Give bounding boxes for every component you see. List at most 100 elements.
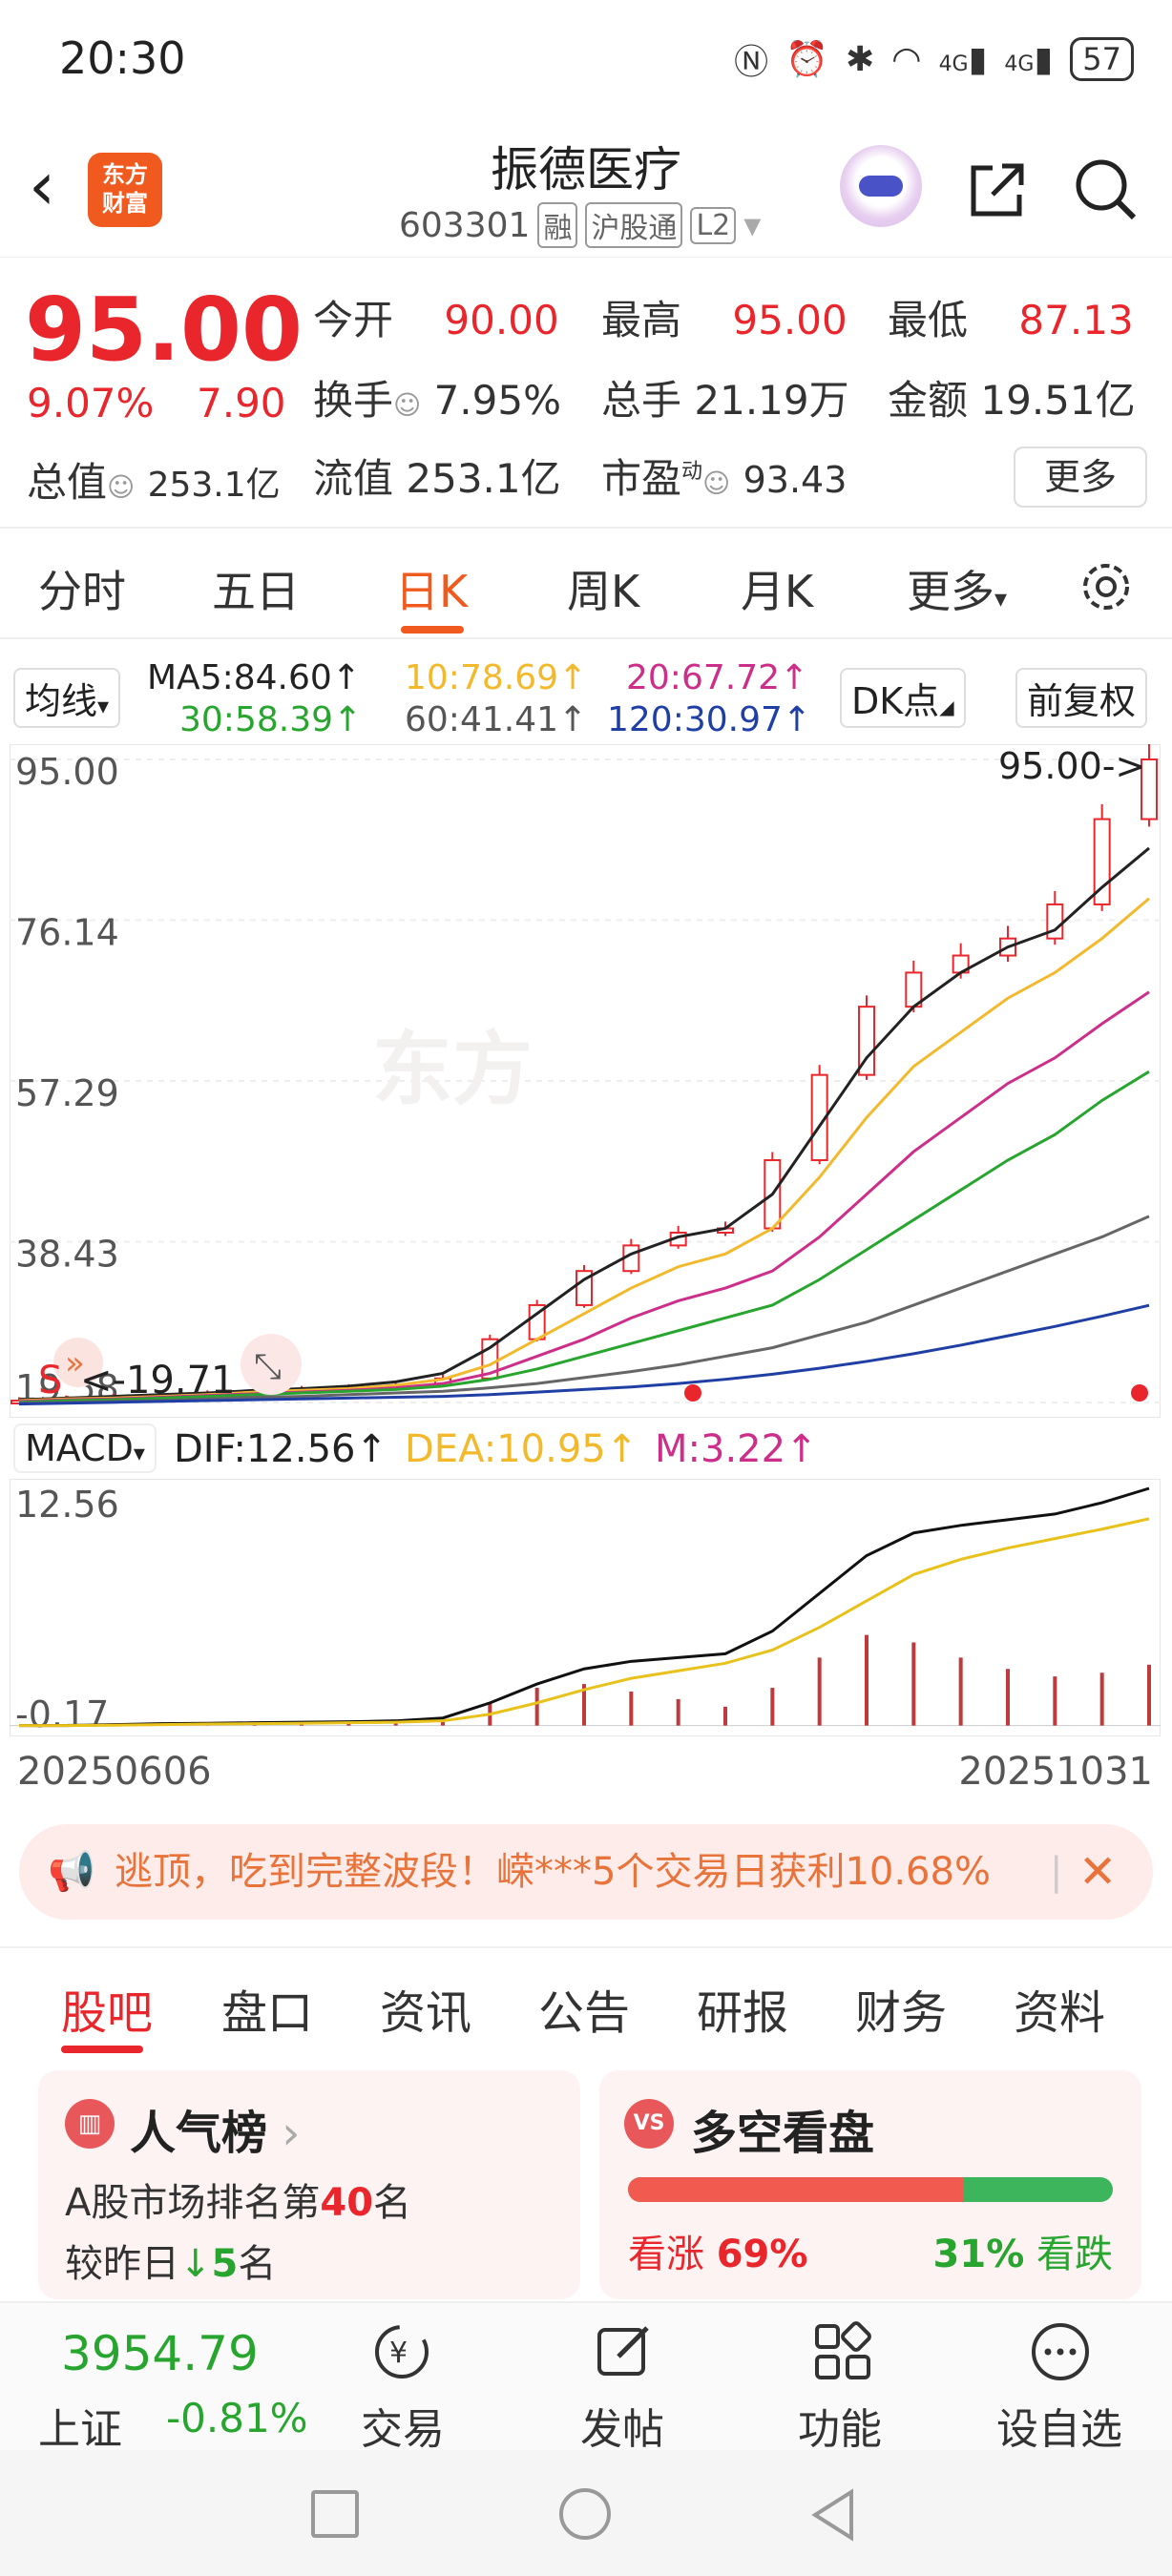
nav-functions[interactable]: 功能	[798, 2405, 882, 2454]
fullscreen-icon: ⤡	[254, 1347, 282, 1386]
nav-post[interactable]: 发帖	[580, 2405, 664, 2454]
gear-icon[interactable]	[1077, 557, 1136, 616]
banner-text: 逃顶，吃到完整波段！嵘***5个交易日获利10.68%	[115, 1850, 991, 1894]
bar-chart-icon: ▥	[65, 2099, 115, 2149]
total-value-number: 253.1亿	[147, 466, 281, 505]
tab-monthly-k[interactable]: 月K	[741, 566, 814, 617]
dif-value: DIF:12.56↑	[174, 1427, 388, 1471]
bull-pct: 69%	[716, 2233, 808, 2276]
back-icon[interactable]: ‹	[29, 147, 55, 225]
candle-body	[576, 1270, 593, 1306]
tag-level2: L2	[690, 206, 737, 244]
tab-timeshare[interactable]: 分时	[38, 566, 126, 617]
change-suffix: 名	[238, 2242, 277, 2286]
share-icon[interactable]	[964, 156, 1031, 223]
volume-value: 21.19万	[694, 377, 849, 424]
tab-more-label: 更多	[907, 566, 994, 617]
expand-icon[interactable]	[241, 1334, 302, 1395]
promo-banner[interactable]: 📢 逃顶，吃到完整波段！嵘***5个交易日获利10.68% | ✕	[19, 1824, 1153, 1920]
watermark: 东方	[372, 1023, 533, 1116]
stock-code: 603301	[399, 205, 531, 245]
pe-value: 93.43	[743, 459, 848, 501]
tab-research[interactable]: 研报	[697, 1986, 789, 2040]
macd-select[interactable]: MACD▾	[13, 1423, 157, 1473]
bottom-nav: 3954.79 上证 -0.81% ¥ 交易 发帖 功能 设自选	[0, 2301, 1172, 2454]
float-label: 流值	[313, 455, 394, 502]
low-label: 最低	[888, 297, 969, 343]
bluetooth-icon: ✱	[845, 39, 875, 79]
signal-dot	[684, 1384, 701, 1402]
index-change: -0.81%	[166, 2395, 308, 2441]
more-dots-icon[interactable]	[1027, 2318, 1094, 2385]
macd-label: MACD	[25, 1427, 134, 1469]
change-percent: 9.07%	[27, 380, 155, 426]
tab-weekly-k[interactable]: 周K	[567, 566, 640, 617]
macd-chart[interactable]: 12.56 -0.17	[10, 1479, 1161, 1736]
ma-line-ma60	[18, 1215, 1150, 1405]
ma30-value: 30:58.39↑	[179, 700, 363, 739]
change-prefix: 较昨日	[65, 2242, 179, 2286]
index-name[interactable]: 上证	[38, 2405, 122, 2454]
y-tick-label: 76.14	[15, 912, 119, 954]
nav-watchlist[interactable]: 设自选	[996, 2405, 1122, 2454]
high-item: 最高 95.00	[601, 288, 848, 346]
start-date: 20250606	[17, 1750, 212, 1794]
chevron-down-icon: ▾	[743, 205, 762, 245]
system-nav-bar	[0, 2450, 1172, 2576]
back-nav-icon[interactable]	[809, 2488, 857, 2542]
tab-daily-k[interactable]: 日K	[395, 566, 469, 617]
period-tabs: 分时 五日 日K 周K 月K 更多▾	[0, 534, 1172, 639]
edit-icon[interactable]	[590, 2318, 657, 2385]
macd-row: MACD▾ DIF:12.56↑ DEA:10.95↑ M:3.22↑	[0, 1422, 1172, 1479]
status-bar: 20:30 Ⓝ ⏰ ✱ ◠ 4G▮ 4G▮ 57	[0, 0, 1172, 114]
float-item: 流值 253.1亿	[313, 447, 561, 505]
info-icon[interactable]: ☺	[702, 467, 731, 499]
tab-orderbook[interactable]: 盘口	[221, 1986, 314, 2040]
open-item: 今开 90.00	[313, 288, 559, 346]
trade-icon[interactable]: ¥	[368, 2318, 435, 2385]
stock-code-row[interactable]: 603301 融 沪股通 L2 ▾	[399, 202, 761, 248]
search-icon[interactable]	[1073, 156, 1140, 223]
indicator-select[interactable]: 均线▾	[13, 668, 121, 728]
nav-trade[interactable]: 交易	[361, 2405, 445, 2454]
ai-assistant-icon[interactable]	[840, 145, 922, 227]
chart-grid	[10, 758, 1161, 1403]
tab-profile[interactable]: 资料	[1014, 1986, 1106, 2040]
low-value: 87.13	[1018, 297, 1134, 343]
tab-five-day[interactable]: 五日	[212, 566, 300, 617]
recent-apps-icon[interactable]	[311, 2490, 359, 2538]
macd-ticks: 12.56 -0.17	[15, 1484, 119, 1735]
signal-dot	[1131, 1384, 1148, 1402]
active-tab-indicator	[401, 626, 464, 634]
tag-connect: 沪股通	[585, 202, 683, 248]
collapse-icon[interactable]	[53, 1338, 103, 1387]
dk-point-button[interactable]: DK点◢	[840, 668, 966, 728]
grid-icon[interactable]	[809, 2318, 876, 2385]
info-icon[interactable]: ☺	[393, 389, 422, 421]
more-button[interactable]: 更多	[1014, 447, 1147, 508]
end-date: 20251031	[958, 1750, 1153, 1794]
stock-name: 振德医疗	[491, 142, 681, 197]
tab-more[interactable]: 更多▾	[907, 557, 1007, 620]
info-icon[interactable]: ☺	[107, 471, 136, 503]
total-value-label: 总值	[27, 459, 108, 506]
low-item: 最低 87.13	[888, 288, 1134, 346]
home-icon[interactable]	[559, 2488, 611, 2540]
last-price-label: 95.00->	[998, 745, 1145, 787]
macd-marks	[10, 1486, 1161, 1728]
ma120-value: 120:30.97↑	[607, 700, 812, 739]
tab-forum[interactable]: 股吧	[61, 1986, 154, 2040]
long-short-card[interactable]: VS 多空看盘 看涨 69% 31% 看跌	[599, 2070, 1141, 2299]
index-value[interactable]: 3954.79	[61, 2326, 259, 2381]
adjust-button[interactable]: 前复权	[1015, 668, 1148, 728]
close-icon[interactable]: ✕	[1078, 1845, 1118, 1899]
bear-pct: 31%	[932, 2233, 1025, 2276]
popularity-title-text: 人气榜	[130, 2107, 268, 2160]
dk-label: DK点	[851, 680, 940, 722]
popularity-card[interactable]: ▥ 人气榜 › A股市场排名第40名 较昨日↓5名	[38, 2070, 580, 2299]
tab-announcements[interactable]: 公告	[538, 1986, 631, 2040]
tab-finance[interactable]: 财务	[855, 1986, 948, 2040]
tab-news[interactable]: 资讯	[380, 1986, 472, 2040]
ma5-value: MA5:84.60↑	[147, 658, 361, 697]
